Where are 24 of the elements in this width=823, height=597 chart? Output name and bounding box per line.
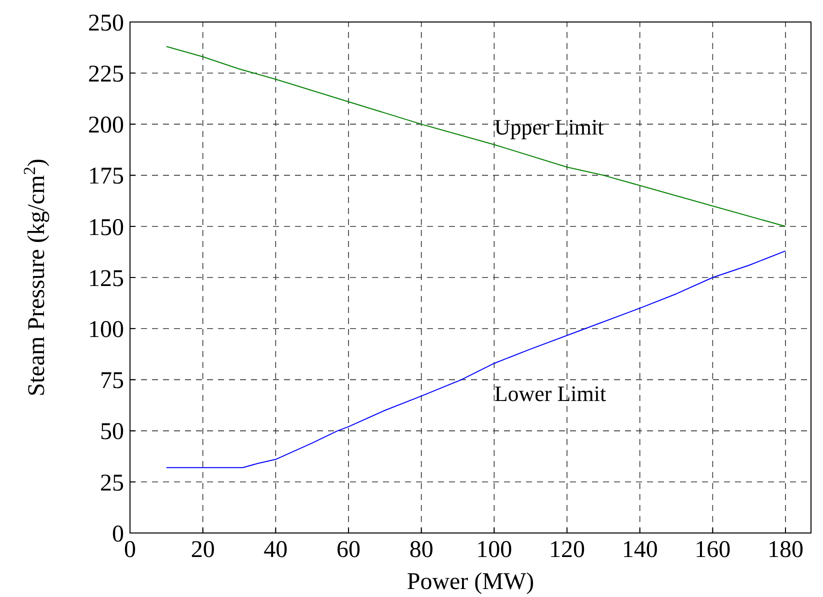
x-tick-label: 100 xyxy=(476,537,512,563)
series-label: Upper Limit xyxy=(494,114,604,140)
y-tick-label: 250 xyxy=(88,10,124,36)
y-tick-label: 175 xyxy=(88,164,124,190)
x-tick-label: 40 xyxy=(264,537,288,563)
x-tick-label: 180 xyxy=(768,537,804,563)
x-axis-title: Power (MW) xyxy=(406,569,534,595)
line-series xyxy=(166,46,786,227)
y-tick-label: 200 xyxy=(88,112,124,139)
x-tick-label: 60 xyxy=(336,537,361,563)
x-tick-label: 80 xyxy=(409,537,434,563)
x-tick-label: 20 xyxy=(190,537,215,563)
x-tick-label: 160 xyxy=(694,537,731,563)
y-tick-label: 25 xyxy=(100,470,124,496)
y-tick-label: 225 xyxy=(88,62,124,88)
y-tick-label: 50 xyxy=(100,419,124,446)
y-tick-label: 75 xyxy=(100,368,124,394)
series-label: Lower Limit xyxy=(494,380,606,406)
x-tick-label: 140 xyxy=(622,537,658,563)
line-series xyxy=(166,250,786,468)
y-tick-label: 150 xyxy=(88,214,124,241)
x-tick-label: 120 xyxy=(549,537,586,563)
y-tick-label: 125 xyxy=(88,266,124,292)
y-tick-label: 100 xyxy=(88,317,124,343)
